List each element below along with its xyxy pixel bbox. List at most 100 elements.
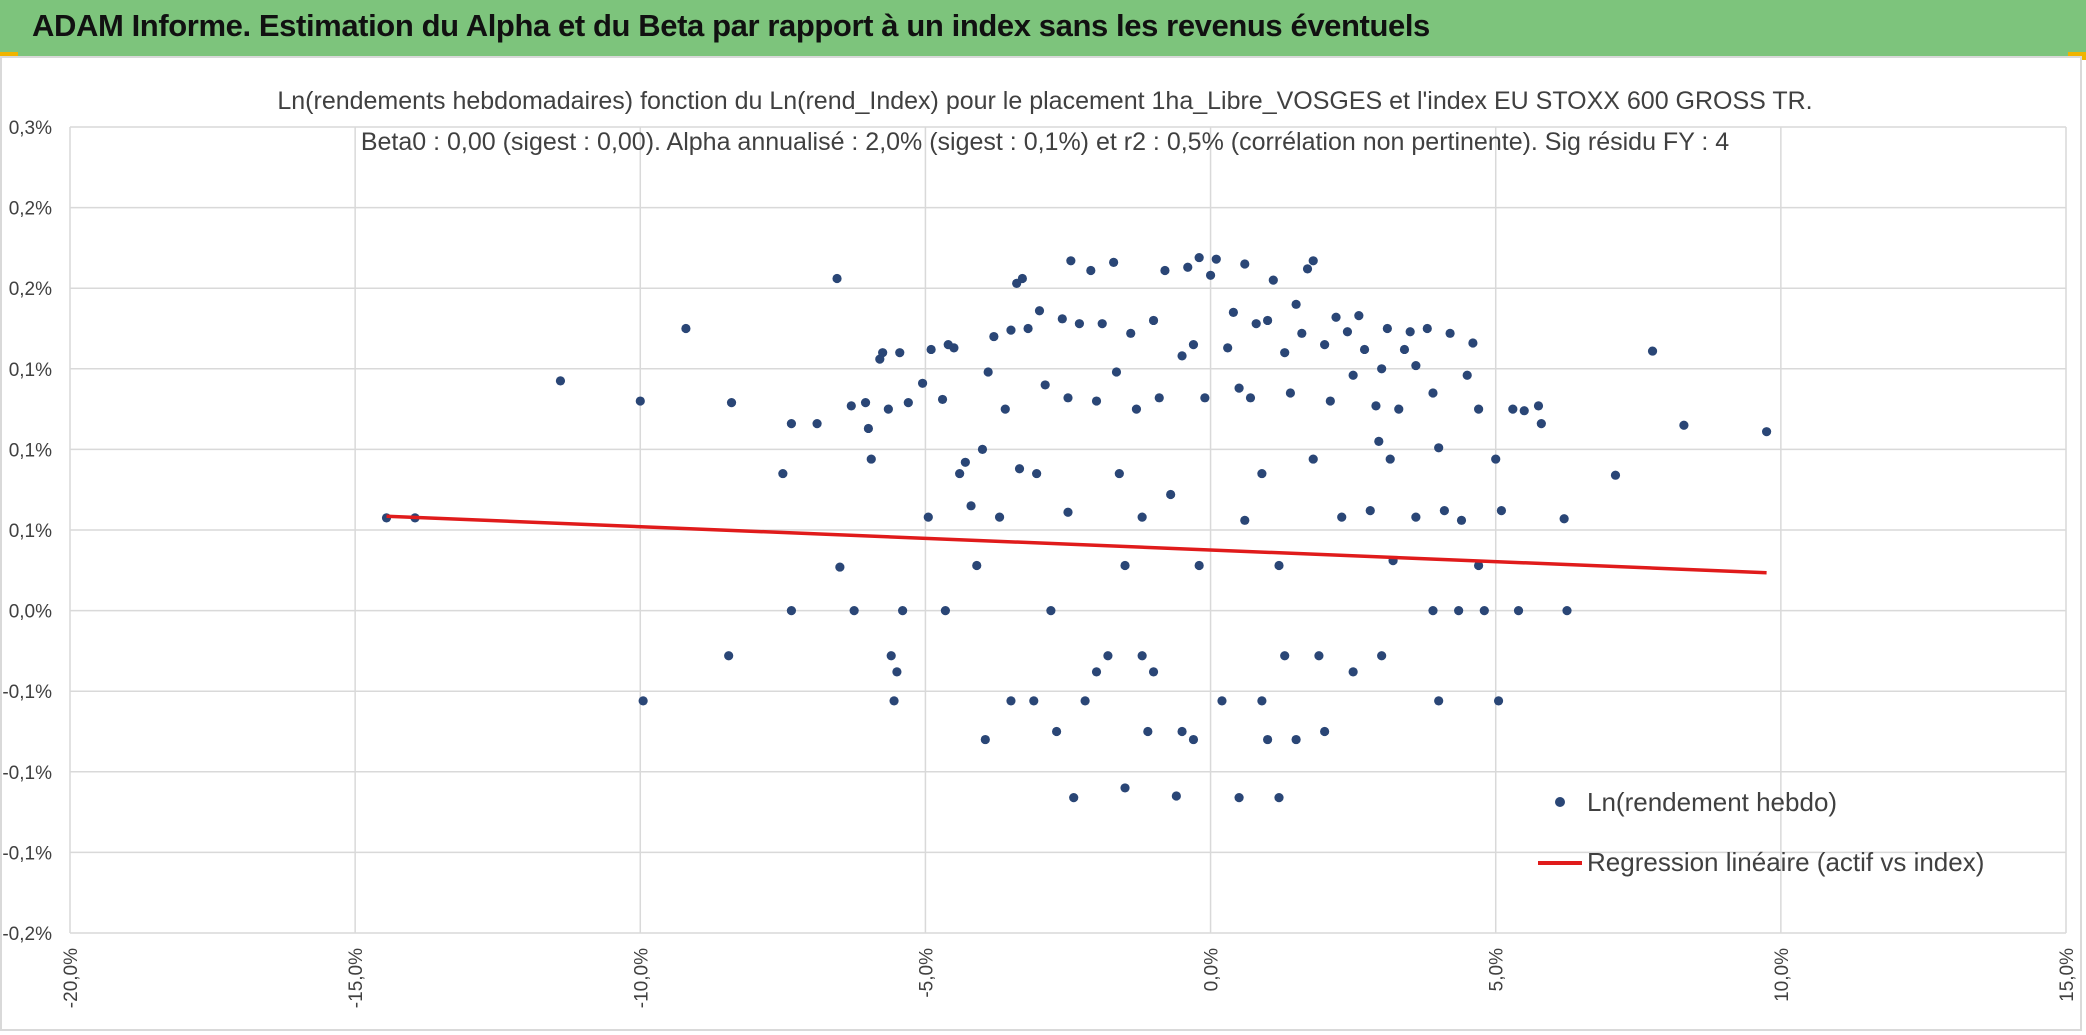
y-tick-label: 0,1% — [9, 440, 52, 461]
y-tick-label: 0,2% — [9, 279, 52, 300]
data-point — [1217, 696, 1227, 706]
data-point — [1411, 360, 1421, 371]
data-point — [966, 501, 976, 511]
scatter-chart: -0,2% -0,1% -0,1% -0,1% 0,0% 0,1% 0,1% 0,1% 0,2%… — [2, 87, 2078, 1008]
data-point — [1610, 470, 1621, 480]
data-point — [1240, 515, 1250, 525]
data-point — [1223, 343, 1233, 353]
data-point — [863, 423, 874, 434]
data-point — [895, 348, 905, 358]
data-point — [1559, 514, 1569, 524]
data-point — [1211, 254, 1221, 264]
data-point — [1454, 606, 1464, 616]
data-point — [1014, 464, 1025, 474]
data-point — [1348, 370, 1358, 380]
data-point — [923, 512, 933, 522]
data-point — [1109, 257, 1119, 268]
data-point — [1234, 383, 1244, 393]
data-point — [1474, 560, 1484, 571]
y-tick-label: 0,3% — [9, 118, 52, 139]
data-point — [1120, 560, 1130, 571]
data-point — [1240, 259, 1250, 269]
data-point — [980, 734, 990, 745]
data-point — [1263, 734, 1273, 745]
data-point — [1519, 406, 1529, 416]
data-point — [1257, 468, 1267, 479]
data-point — [1057, 314, 1067, 324]
data-point — [892, 667, 902, 677]
data-point — [1762, 427, 1772, 437]
data-point — [977, 444, 988, 454]
data-point — [1302, 264, 1313, 274]
data-point — [1063, 507, 1073, 517]
data-point — [1066, 256, 1076, 266]
x-tick-label: -15,0% — [346, 948, 367, 1008]
data-point — [726, 398, 737, 408]
data-point — [898, 606, 908, 616]
data-point — [883, 404, 893, 414]
data-point — [1188, 734, 1199, 745]
data-point — [1474, 404, 1484, 414]
data-point — [1348, 667, 1358, 677]
legend-dot-marker — [1555, 797, 1565, 807]
data-point — [886, 651, 896, 661]
data-point — [555, 376, 566, 386]
data-point — [1354, 311, 1364, 321]
data-point — [1428, 388, 1438, 398]
data-point — [1394, 404, 1404, 414]
data-point — [1377, 364, 1387, 374]
grid — [69, 126, 2067, 934]
x-tick-label: 5,0% — [1487, 948, 1508, 991]
x-tick-label: 0,0% — [1202, 948, 1223, 991]
data-point — [1032, 468, 1042, 479]
data-point — [1491, 454, 1501, 464]
data-point — [1562, 606, 1572, 616]
data-point — [1148, 315, 1159, 326]
data-point — [1131, 404, 1142, 414]
chart-subtitle: Beta0 : 0,00 (sigest : 0,00). Alpha annu… — [361, 128, 1729, 156]
data-point — [1160, 265, 1170, 276]
data-point — [1006, 696, 1016, 706]
data-point — [889, 696, 899, 706]
data-point — [849, 606, 859, 616]
data-point — [1257, 696, 1267, 706]
data-point — [1385, 454, 1395, 464]
data-point — [1513, 606, 1524, 616]
y-tick-label: 0,1% — [9, 360, 52, 381]
y-tick-label: 0,1% — [9, 521, 52, 542]
x-tick-label: -5,0% — [916, 948, 937, 998]
data-point — [1234, 792, 1244, 803]
data-point — [1143, 726, 1153, 737]
data-point — [860, 398, 871, 408]
legend-label-regression: Regression linéaire (actif vs index) — [1587, 847, 1984, 877]
data-point — [835, 562, 845, 572]
data-point — [1536, 419, 1546, 429]
data-point — [1114, 468, 1124, 479]
data-point — [1251, 319, 1261, 329]
page-title: ADAM Informe. Estimation du Alpha et du … — [32, 8, 1430, 43]
data-point — [1029, 696, 1039, 706]
data-point — [994, 512, 1005, 522]
data-point — [1342, 327, 1353, 337]
data-point — [1166, 489, 1176, 500]
data-point — [1371, 401, 1381, 411]
data-point — [1456, 515, 1467, 525]
data-point — [1148, 667, 1159, 677]
data-point — [1080, 696, 1090, 706]
data-point — [1046, 606, 1056, 616]
data-point — [1434, 443, 1444, 453]
data-point — [1188, 340, 1199, 350]
x-tick-label: -10,0% — [631, 948, 652, 1008]
data-point — [1205, 270, 1216, 280]
header-bar: ADAM Informe. Estimation du Alpha et du … — [0, 0, 2086, 58]
data-point — [1468, 338, 1478, 348]
data-point — [1508, 404, 1518, 414]
y-tick-label: -0,2% — [2, 924, 52, 945]
data-point — [1533, 401, 1544, 411]
data-point — [1200, 393, 1210, 403]
y-tick-label: 0,0% — [9, 602, 52, 623]
data-point — [1280, 651, 1290, 661]
data-point — [940, 606, 950, 616]
data-point — [1040, 380, 1050, 390]
data-point — [1479, 606, 1489, 616]
